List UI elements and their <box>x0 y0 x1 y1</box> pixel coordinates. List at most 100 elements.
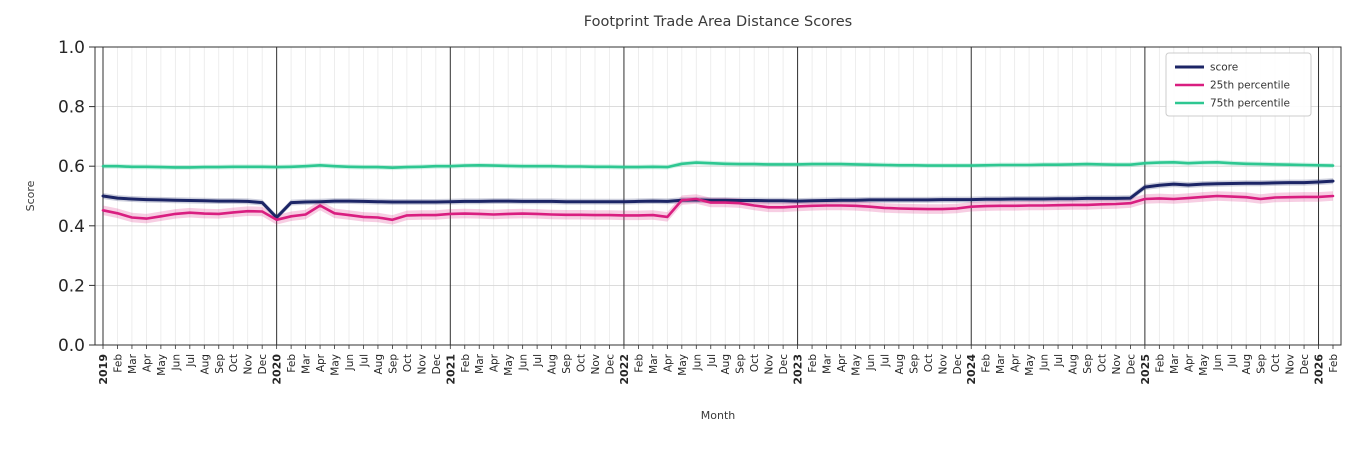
x-tick-label: Dec <box>1299 354 1311 375</box>
x-tick-label: Sep <box>735 354 747 374</box>
x-tick-label: Jul <box>532 354 544 368</box>
x-tick-label: 2023 <box>792 354 805 385</box>
x-tick-label: Sep <box>1082 354 1094 374</box>
chart-title: Footprint Trade Area Distance Scores <box>584 14 852 30</box>
x-tick-label: Nov <box>590 354 602 375</box>
x-tick-label: Oct <box>576 354 588 372</box>
x-tick-label: Jun <box>1039 354 1051 371</box>
x-tick-label: Aug <box>199 354 211 375</box>
x-tick-label: Dec <box>778 354 790 375</box>
x-tick-label: Apr <box>489 353 501 372</box>
series-line-score <box>101 179 1335 219</box>
x-tick-label: Feb <box>460 354 472 373</box>
x-tick-label: Feb <box>112 354 124 373</box>
x-tick-label: Jul <box>185 354 197 368</box>
x-tick-label: Apr <box>836 353 848 372</box>
x-tick-label: Sep <box>908 354 920 374</box>
y-tick-label: 0.8 <box>58 98 85 118</box>
y-axis: 0.0 0.2 0.4 0.6 0.8 1.0 <box>58 38 95 356</box>
x-tick-label: Dec <box>952 354 964 375</box>
x-tick-label: Jun <box>865 354 877 371</box>
x-tick-label: Jun <box>518 354 530 371</box>
y-tick-label: 0.0 <box>58 336 85 356</box>
x-tick-label: Oct <box>1096 354 1108 372</box>
x-tick-label: Nov <box>416 354 428 375</box>
x-tick-label: Aug <box>894 354 906 375</box>
x-tick-label: May <box>503 354 515 376</box>
x-tick-label: Sep <box>387 354 399 374</box>
x-tick-label: Feb <box>981 354 993 373</box>
x-tick-label: Jul <box>706 354 718 368</box>
series-line-25th-percentile <box>101 194 1335 222</box>
x-tick-label: 2024 <box>965 354 978 385</box>
x-tick-label: Apr <box>662 353 674 372</box>
x-tick-label: Apr <box>1183 353 1195 372</box>
x-tick-label: Oct <box>749 354 761 372</box>
x-tick-label: Aug <box>373 354 385 375</box>
x-tick-label: Jul <box>358 354 370 368</box>
x-tick-label: Nov <box>764 354 776 375</box>
x-tick-label: May <box>330 354 342 376</box>
x-tick-label: Oct <box>1270 354 1282 372</box>
y-tick-label: 0.4 <box>58 217 85 237</box>
x-tick-label: Dec <box>431 354 443 375</box>
x-tick-label: 2019 <box>97 354 110 385</box>
x-tick-label: Oct <box>402 354 414 372</box>
x-tick-label: Aug <box>1241 354 1253 375</box>
x-tick-label: Jul <box>1227 354 1239 368</box>
series-line-75th-percentile <box>101 161 1335 169</box>
x-tick-label: Dec <box>257 354 269 375</box>
x-axis-label: Month <box>701 409 736 422</box>
x-tick-label: Aug <box>1068 354 1080 375</box>
x-tick-label: Sep <box>214 354 226 374</box>
x-tick-label: Mar <box>995 353 1007 373</box>
x-tick-label: Sep <box>561 354 573 374</box>
x-tick-label: Mar <box>474 353 486 373</box>
x-tick-label: May <box>1198 354 1210 376</box>
x-tick-label: Apr <box>141 353 153 372</box>
x-tick-label: May <box>1024 354 1036 376</box>
confidence-bands <box>103 159 1333 225</box>
x-tick-label: Jun <box>1212 354 1224 371</box>
x-tick-label: Aug <box>547 354 559 375</box>
x-tick-label: 2020 <box>271 354 284 385</box>
x-tick-label: 2021 <box>444 354 457 385</box>
x-tick-label: Feb <box>1154 354 1166 373</box>
x-tick-label: Sep <box>1256 354 1268 374</box>
x-tick-label: Mar <box>648 353 660 373</box>
plot-frame <box>94 46 1342 346</box>
x-tick-label: 2026 <box>1313 354 1326 385</box>
x-tick-label: Oct <box>228 354 240 372</box>
legend-label: 75th percentile <box>1210 98 1290 110</box>
x-tick-label: Nov <box>1285 354 1297 375</box>
legend-label: score <box>1210 62 1238 74</box>
x-tick-label: Apr <box>1010 353 1022 372</box>
y-axis-label: Score <box>24 180 37 211</box>
x-tick-label: Feb <box>633 354 645 373</box>
x-tick-label: Mar <box>127 353 139 373</box>
x-tick-label: Jun <box>344 354 356 371</box>
x-tick-label: Jun <box>170 354 182 371</box>
x-tick-label: Mar <box>822 353 834 373</box>
x-tick-label: Jul <box>1053 354 1065 368</box>
x-tick-label: Feb <box>807 354 819 373</box>
y-tick-label: 1.0 <box>58 38 85 58</box>
legend-label: 25th percentile <box>1210 80 1290 92</box>
x-tick-label: Dec <box>1125 354 1137 375</box>
x-tick-label: Jun <box>691 354 703 371</box>
x-tick-label: Jul <box>879 354 891 368</box>
x-tick-label: Feb <box>1328 354 1340 373</box>
x-tick-label: Apr <box>315 353 327 372</box>
x-tick-label: Oct <box>923 354 935 372</box>
y-tick-label: 0.2 <box>58 276 85 296</box>
x-tick-label: May <box>677 354 689 376</box>
x-tick-label: Aug <box>720 354 732 375</box>
x-tick-label: 2025 <box>1139 354 1152 385</box>
y-tick-label: 0.6 <box>58 157 85 177</box>
x-tick-label: 2022 <box>618 354 631 385</box>
x-tick-label: May <box>156 354 168 376</box>
x-tick-label: Nov <box>243 354 255 375</box>
x-axis: 2019 Feb Mar Apr May Jun Jul Aug Sep Oct Nov Dec 202… <box>97 345 1340 385</box>
